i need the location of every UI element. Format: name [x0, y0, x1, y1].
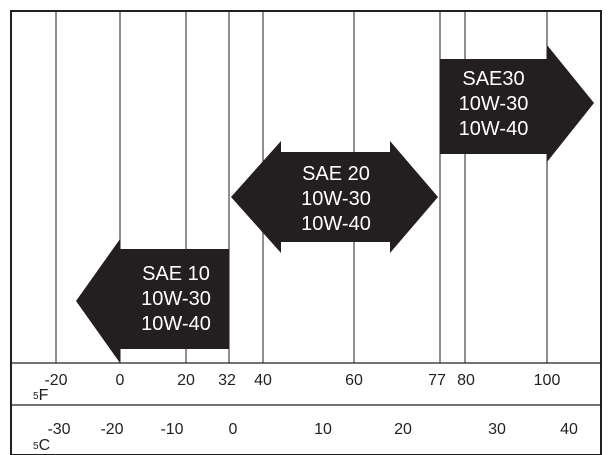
fahrenheit-tick-label: 100 — [533, 372, 561, 389]
range-low-label: SAE 10 10W-30 10W-40 — [122, 262, 230, 337]
celsius-tick-label: 0 — [228, 421, 238, 438]
fahrenheit-tick-label: 20 — [177, 372, 195, 389]
fahrenheit-tick-label: 60 — [345, 372, 363, 389]
fahrenheit-unit-marker: 5 — [33, 391, 39, 402]
celsius-tick-label: 20 — [394, 421, 412, 438]
frame — [10, 10, 602, 455]
fahrenheit-tick-label: 0 — [115, 372, 125, 389]
range-high-arrow — [440, 45, 594, 162]
fahrenheit-tick-label: 40 — [254, 372, 272, 389]
range-low-line-3: 10W-40 — [141, 313, 211, 335]
range-high-label: SAE30 10W-30 10W-40 — [440, 67, 547, 142]
range-low-line-2: 10W-30 — [141, 288, 211, 310]
range-high-line-3: 10W-40 — [458, 118, 529, 140]
range-low-line-1: SAE 10 — [142, 263, 210, 285]
range-mid-line-1: SAE 20 — [302, 163, 370, 185]
outer-frame — [10, 10, 602, 455]
celsius-tick-label: 10 — [314, 421, 332, 438]
celsius-tick-label: 40 — [560, 421, 578, 438]
celsius-tick-label: -20 — [100, 421, 124, 438]
range-mid-label: SAE 20 10W-30 10W-40 — [281, 162, 391, 237]
range-high-line-2: 10W-30 — [458, 93, 529, 115]
range-mid-line-2: 10W-30 — [301, 188, 371, 210]
fahrenheit-unit-letter: F — [38, 387, 49, 404]
fahrenheit-tick-label: 77 — [428, 372, 446, 389]
range-high-line-1: SAE30 — [462, 68, 525, 90]
celsius-unit: 5C — [33, 438, 50, 455]
fahrenheit-tick-label: -20 — [44, 372, 68, 389]
fahrenheit-tick-label: 32 — [218, 372, 236, 389]
celsius-tick-label: -10 — [160, 421, 184, 438]
range-mid-arrow — [231, 141, 438, 253]
celsius-tick-label: -30 — [47, 421, 71, 438]
fahrenheit-unit: 5F — [33, 388, 48, 405]
celsius-unit-marker: 5 — [33, 441, 39, 452]
celsius-tick-label: 30 — [488, 421, 506, 438]
range-arrows — [76, 45, 594, 363]
range-low-arrow — [76, 239, 229, 363]
range-mid-line-3: 10W-40 — [301, 213, 371, 235]
fahrenheit-tick-label: 80 — [457, 372, 475, 389]
celsius-unit-letter: C — [38, 437, 51, 454]
